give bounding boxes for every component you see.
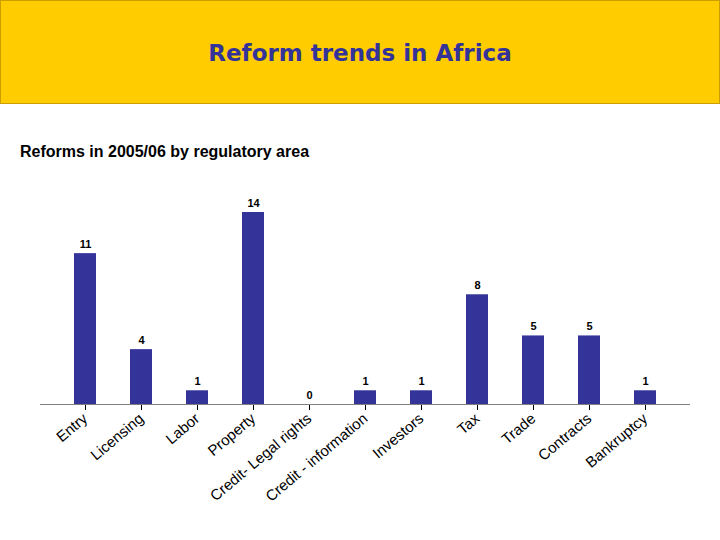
svg-text:5: 5 — [586, 320, 592, 332]
html-text:Reform trends in Africa: Reform trends in Africa — [208, 40, 512, 66]
svg-text:1: 1 — [362, 375, 368, 387]
svg-text:1: 1 — [642, 375, 648, 387]
svg-text:1: 1 — [418, 375, 424, 387]
svg-text:Licensing: Licensing — [87, 410, 146, 464]
svg-text:Bankruptcy: Bankruptcy — [582, 409, 651, 471]
svg-text:14: 14 — [247, 197, 260, 209]
svg-text:Labor: Labor — [162, 410, 202, 448]
svg-text:5: 5 — [530, 320, 536, 332]
html-text:Reforms in 2005/06 by regulato: Reforms in 2005/06 by regulatory area — [20, 143, 309, 160]
svg-text:Investors: Investors — [369, 410, 427, 462]
svg-text:8: 8 — [474, 279, 480, 291]
svg-text:4: 4 — [138, 334, 145, 346]
svg-text:Trade: Trade — [498, 410, 539, 448]
svg-text:Tax: Tax — [454, 409, 483, 437]
svg-text:Entry: Entry — [53, 409, 91, 445]
svg-text:Property: Property — [204, 409, 259, 459]
svg-text:Credit - information: Credit - information — [262, 410, 371, 505]
svg-text:1: 1 — [194, 375, 200, 387]
svg-text:Credit- Legal rights: Credit- Legal rights — [207, 410, 315, 504]
svg-text:11: 11 — [80, 238, 92, 250]
svg-text:0: 0 — [306, 389, 312, 401]
svg-text:Contracts: Contracts — [534, 409, 595, 464]
